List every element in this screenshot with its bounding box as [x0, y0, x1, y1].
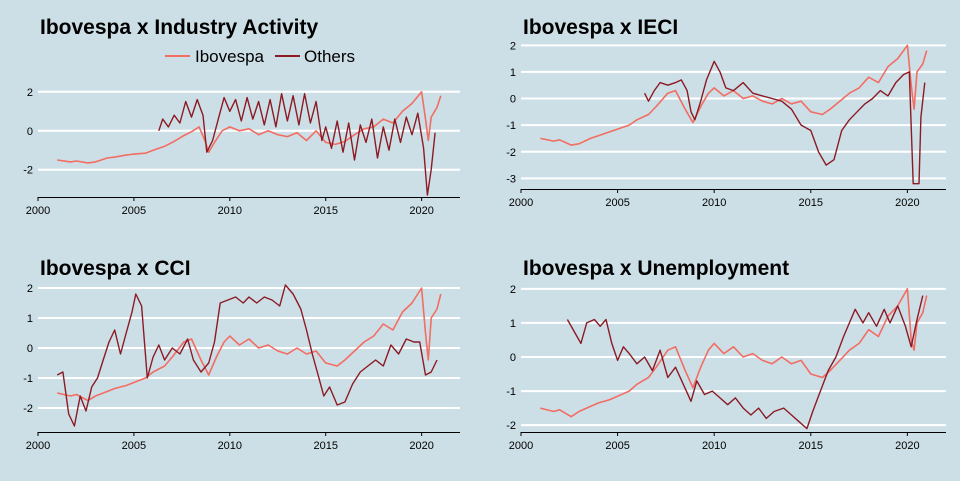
y-tick-label: 2: [27, 87, 33, 99]
y-tick-label: -3: [506, 173, 516, 185]
y-tick-label: 2: [27, 283, 33, 295]
y-tick-label: -1: [506, 386, 516, 398]
panel-title: Ibovespa x Industry Activity: [40, 16, 318, 39]
x-tick-label: 2005: [605, 197, 629, 209]
y-tick-label: 2: [510, 284, 516, 296]
series-line-others: [56, 284, 438, 427]
x-tick-label: 2020: [409, 440, 433, 452]
y-tick-label: 1: [27, 313, 33, 325]
x-tick-label: 2020: [409, 205, 433, 217]
panel-title: Ibovespa x CCI: [40, 257, 191, 280]
series-line-ibovespa: [57, 287, 442, 402]
legend-label-ibovespa: Ibovespa: [195, 47, 265, 66]
x-tick-label: 2000: [509, 440, 533, 452]
x-tick-label: 2000: [26, 440, 50, 452]
y-tick-label: 1: [510, 318, 516, 330]
series-line-others: [566, 295, 924, 430]
legend-label-others: Others: [304, 47, 355, 66]
y-tick-label: -2: [506, 420, 516, 432]
y-tick-label: 0: [510, 94, 516, 106]
series-line-ibovespa: [540, 288, 928, 418]
y-tick-label: -1: [506, 120, 516, 132]
x-tick-label: 2015: [799, 440, 823, 452]
x-tick-label: 2010: [218, 205, 242, 217]
x-tick-label: 2005: [122, 440, 146, 452]
y-tick-label: 0: [510, 352, 516, 364]
panel-2: Ibovespa x IECI -3 -2 -1 0 1 2 2000 2005 2010 2015…: [506, 16, 946, 209]
series-line-ibovespa: [540, 44, 928, 146]
x-tick-label: 2010: [218, 440, 242, 452]
panel-title: Ibovespa x Unemployment: [523, 257, 789, 280]
x-tick-label: 2015: [799, 197, 823, 209]
legend: Ibovespa Others: [165, 47, 355, 66]
series-line-others: [643, 60, 926, 185]
series-line-others: [158, 93, 436, 196]
x-tick-label: 2015: [313, 205, 337, 217]
y-tick-label: 1: [510, 67, 516, 79]
y-tick-label: 2: [510, 40, 516, 52]
x-tick-label: 2010: [702, 440, 726, 452]
y-tick-label: -2: [23, 403, 33, 415]
y-tick-label: -2: [23, 165, 33, 177]
x-tick-label: 2000: [26, 205, 50, 217]
x-tick-label: 2015: [313, 440, 337, 452]
x-tick-label: 2000: [509, 197, 533, 209]
x-tick-label: 2020: [895, 440, 919, 452]
x-tick-label: 2010: [702, 197, 726, 209]
y-tick-label: 0: [27, 126, 33, 138]
panel-title: Ibovespa x IECI: [523, 16, 678, 39]
x-tick-label: 2005: [122, 205, 146, 217]
y-tick-label: -1: [23, 373, 33, 385]
y-tick-label: -2: [506, 147, 516, 159]
x-tick-label: 2020: [895, 197, 919, 209]
panel-1: Ibovespa x Industry Activity -2 0 2 2000 2005…: [23, 16, 460, 217]
panel-3: Ibovespa x CCI -2 -1 0 1 2 2000 2005 2010 2015 202…: [23, 257, 460, 452]
y-tick-label: 0: [27, 343, 33, 355]
panel-4: Ibovespa x Unemployment -2 -1 0 1 2 2000 2005 20…: [506, 257, 946, 452]
series-line-ibovespa: [57, 91, 442, 164]
x-tick-label: 2005: [605, 440, 629, 452]
